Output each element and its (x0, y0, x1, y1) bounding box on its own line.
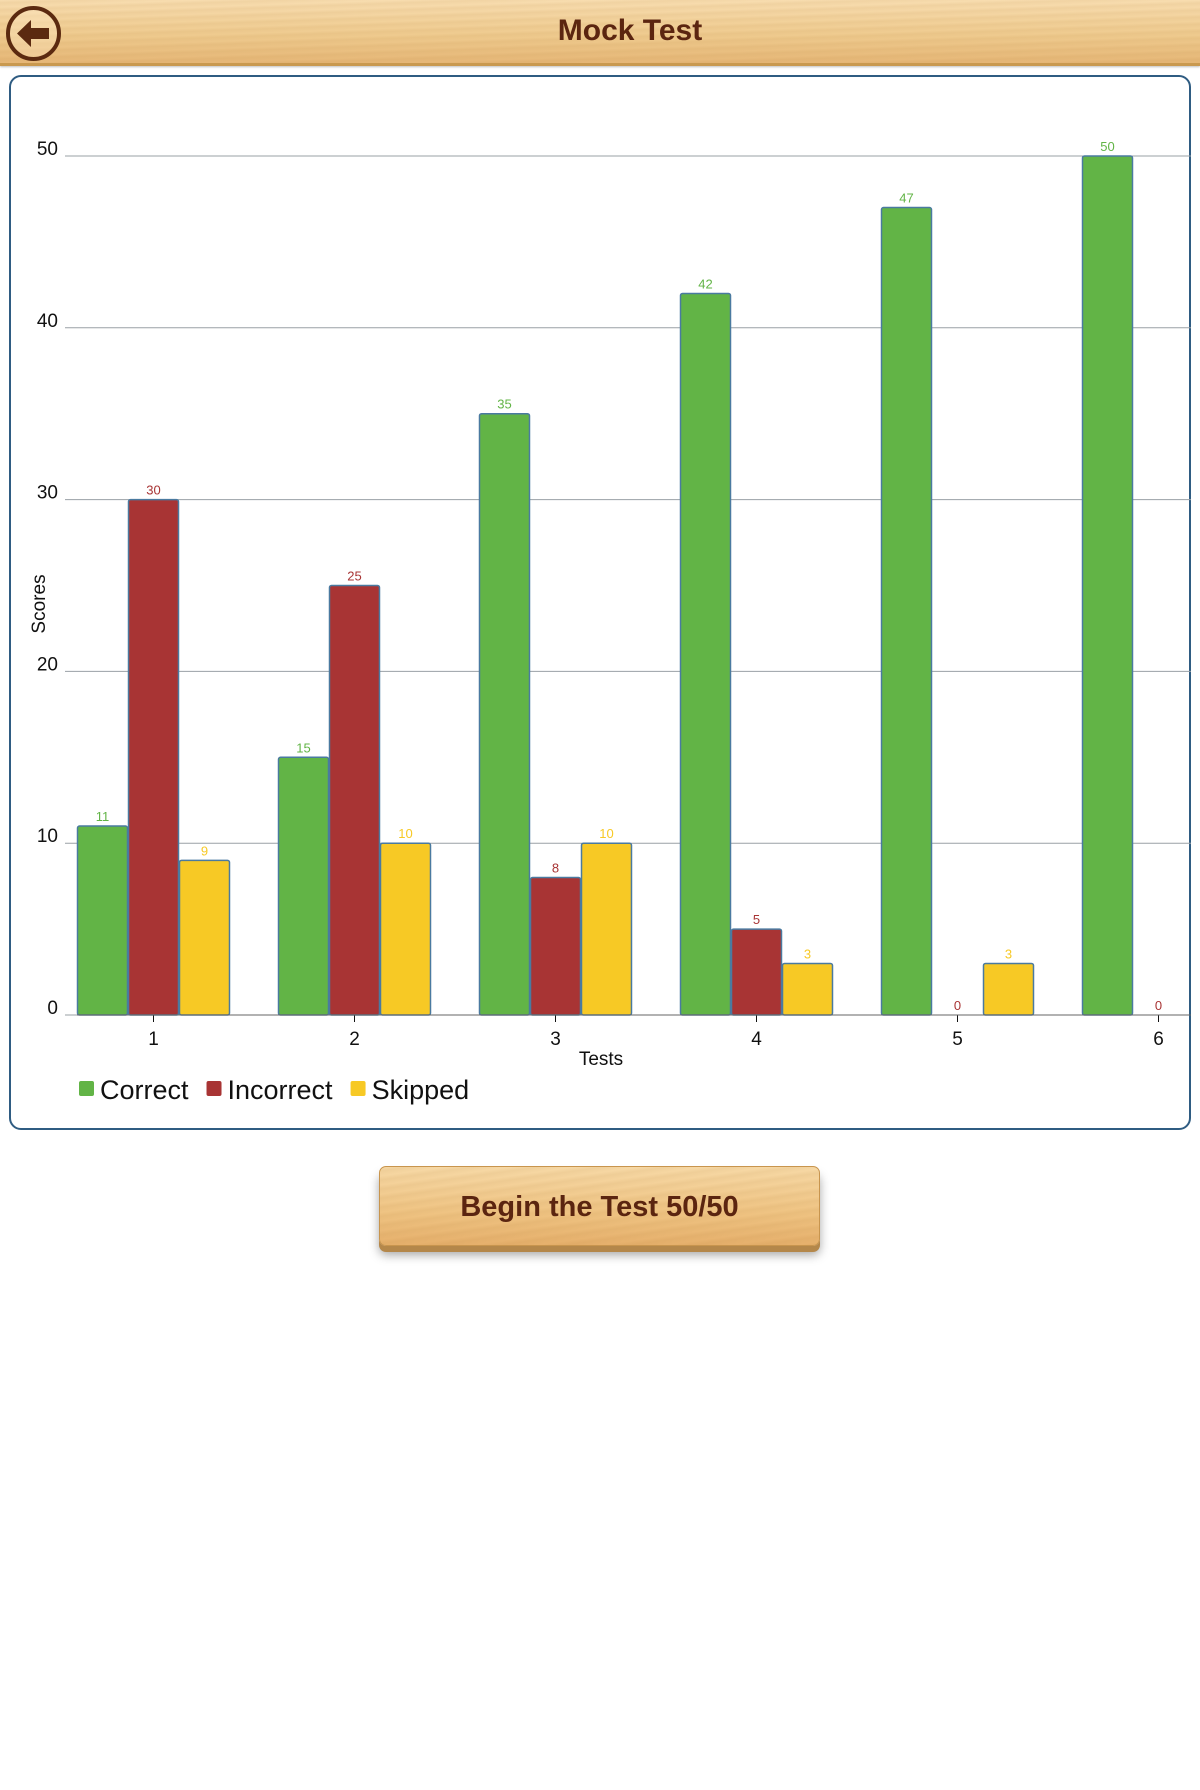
y-tick-label: 0 (47, 998, 58, 1019)
begin-test-label: Begin the Test 50/50 (460, 1191, 739, 1223)
data-label-skipped: 10 (398, 826, 412, 841)
legend-swatch-skipped (350, 1081, 366, 1096)
data-label-correct: 15 (296, 740, 310, 755)
bar-incorrect (529, 876, 582, 1016)
data-label-incorrect: 0 (1155, 998, 1162, 1013)
bar-correct (1081, 155, 1134, 1016)
y-tick-label: 30 (37, 483, 58, 504)
legend-label-skipped: Skipped (372, 1075, 470, 1105)
y-tick-label: 40 (37, 311, 58, 332)
bar-skipped (781, 962, 834, 1016)
legend-label-incorrect: Incorrect (228, 1075, 334, 1105)
bar-skipped (982, 962, 1035, 1016)
legend: Correct Incorrect Skipped (79, 1075, 469, 1105)
x-tick-label: 1 (148, 1029, 159, 1050)
y-tick-label: 50 (37, 139, 58, 160)
data-label-incorrect: 0 (954, 998, 961, 1013)
data-label-correct: 50 (1100, 139, 1114, 154)
bar-skipped (580, 842, 633, 1016)
bar-correct (679, 292, 732, 1016)
data-label-skipped: 9 (201, 843, 208, 858)
y-axis-title: Scores (29, 574, 50, 633)
data-label-incorrect: 5 (753, 912, 760, 927)
bar-correct (880, 206, 933, 1016)
back-button[interactable] (6, 6, 61, 61)
bar-incorrect (730, 928, 783, 1016)
data-labels: 11 30 9 15 25 10 35 8 10 42 5 3 47 0 3 50 0 (96, 139, 1162, 1013)
x-tick-label: 6 (1153, 1029, 1164, 1050)
x-tick-label: 2 (349, 1029, 360, 1050)
data-label-skipped: 3 (804, 946, 811, 961)
data-label-incorrect: 30 (146, 483, 160, 498)
begin-test-button[interactable]: Begin the Test 50/50 (379, 1166, 820, 1246)
legend-swatch-incorrect (206, 1081, 222, 1096)
arrow-left-icon (17, 20, 49, 47)
bars (76, 155, 1134, 1016)
data-label-correct: 42 (698, 276, 712, 291)
data-label-skipped: 3 (1005, 946, 1012, 961)
page-title: Mock Test (557, 14, 703, 47)
bar-incorrect (127, 498, 180, 1016)
x-axis-title: Tests (579, 1049, 623, 1070)
bar-correct (277, 756, 330, 1016)
app-header: Mock Test (0, 0, 1200, 66)
x-tick-label: 3 (550, 1029, 561, 1050)
x-tick-label: 5 (952, 1029, 963, 1050)
data-label-skipped: 10 (599, 826, 613, 841)
x-tick-label: 4 (751, 1029, 762, 1050)
data-label-incorrect: 25 (347, 569, 361, 584)
bar-correct (76, 825, 129, 1016)
legend-swatch-correct (79, 1081, 94, 1096)
legend-label-correct: Correct (100, 1075, 189, 1105)
bar-skipped (178, 859, 231, 1016)
data-label-correct: 35 (497, 397, 511, 412)
bar-incorrect (328, 584, 381, 1016)
bar-correct (478, 412, 531, 1016)
data-label-correct: 47 (899, 191, 913, 206)
y-tick-label: 20 (37, 654, 58, 675)
data-label-incorrect: 8 (552, 861, 559, 876)
chart-panel: 11 30 9 15 25 10 35 8 10 42 5 3 47 0 3 50 0 Tests Scores… (9, 75, 1191, 1130)
y-tick-label: 10 (37, 826, 58, 847)
data-label-correct: 11 (96, 809, 110, 824)
bar-skipped (379, 842, 432, 1016)
